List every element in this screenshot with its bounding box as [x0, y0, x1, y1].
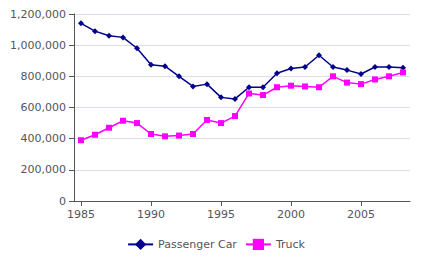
svg-text:Passenger Car: Passenger Car	[158, 238, 237, 251]
svg-text:1985: 1985	[67, 208, 95, 221]
svg-text:1990: 1990	[137, 208, 165, 221]
svg-text:600,000: 600,000	[21, 101, 67, 114]
svg-text:1995: 1995	[207, 208, 235, 221]
svg-text:1,200,000: 1,200,000	[10, 8, 66, 21]
svg-text:800,000: 800,000	[21, 70, 67, 83]
svg-text:400,000: 400,000	[21, 132, 67, 145]
svg-text:Truck: Truck	[275, 238, 306, 251]
svg-text:2000: 2000	[277, 208, 305, 221]
svg-text:200,000: 200,000	[21, 163, 67, 176]
svg-text:1,000,000: 1,000,000	[10, 39, 66, 52]
svg-text:0: 0	[59, 195, 66, 208]
svg-text:2005: 2005	[347, 208, 375, 221]
